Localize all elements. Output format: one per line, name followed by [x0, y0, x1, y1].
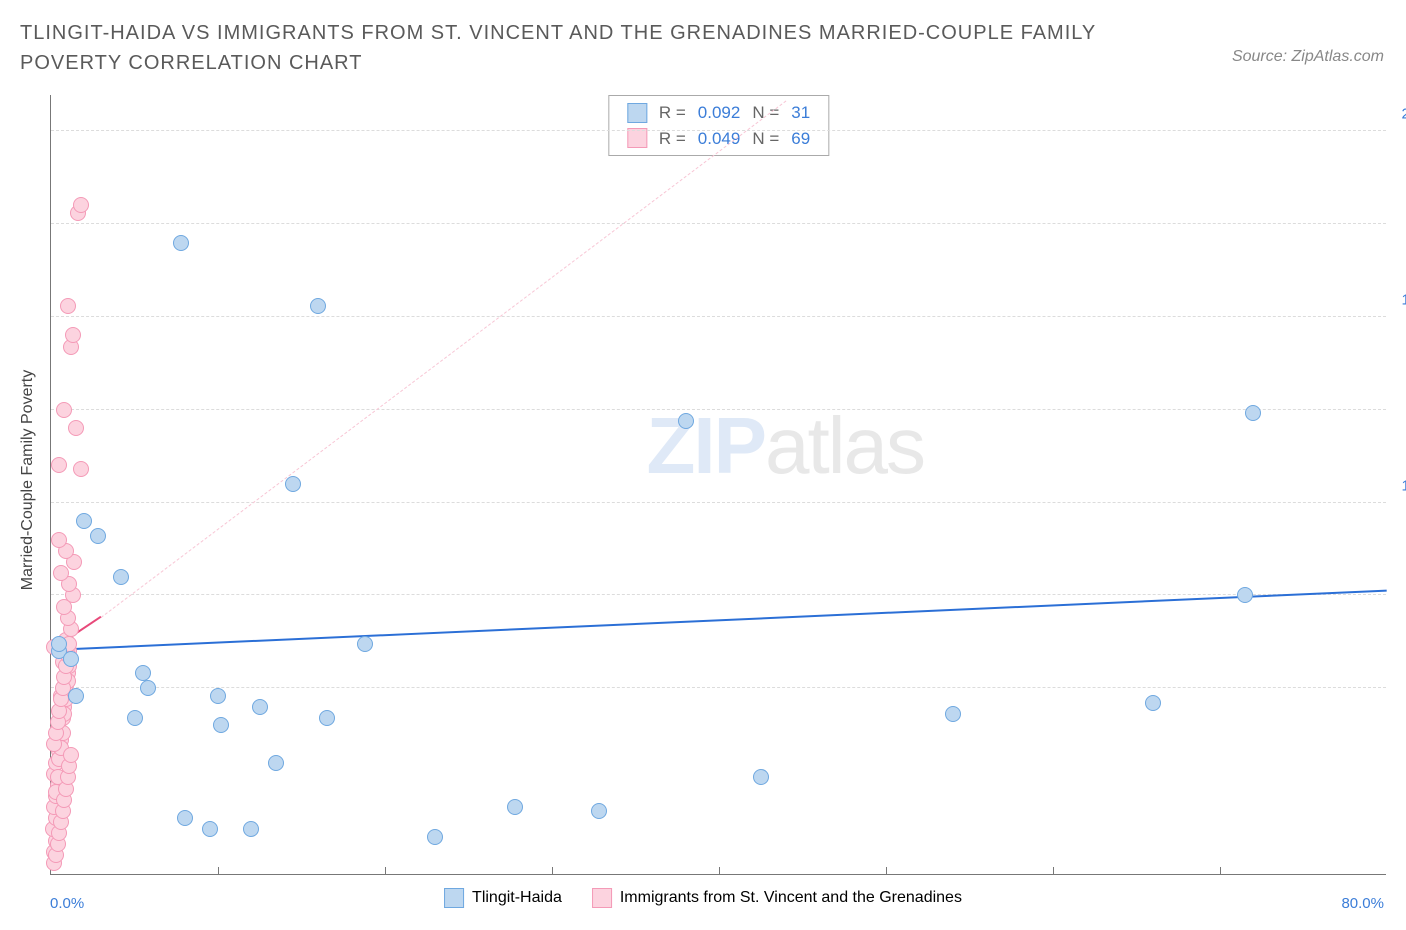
blue-point — [68, 688, 84, 704]
x-tick — [719, 867, 720, 875]
blue-point — [507, 799, 523, 815]
chart-title: TLINGIT-HAIDA VS IMMIGRANTS FROM ST. VIN… — [20, 18, 1100, 78]
pink-point — [73, 461, 89, 477]
blue-point — [113, 569, 129, 585]
plot-area: ZIPatlas R = 0.092 N = 31 R = 0.049 N = … — [50, 95, 1386, 875]
blue-point — [1237, 587, 1253, 603]
x-axis-max-label: 80.0% — [1341, 895, 1384, 912]
blue-point — [310, 298, 326, 314]
x-tick — [1053, 867, 1054, 875]
blue-point — [357, 636, 373, 652]
blue-point — [202, 821, 218, 837]
legend-swatch-pink — [592, 888, 612, 908]
pink-point — [56, 402, 72, 418]
trend-line — [51, 590, 1387, 651]
legend-label-pink: Immigrants from St. Vincent and the Gren… — [620, 889, 962, 907]
blue-point — [252, 699, 268, 715]
blue-point — [210, 688, 226, 704]
blue-point — [678, 413, 694, 429]
x-tick — [385, 867, 386, 875]
watermark-atlas: atlas — [765, 401, 924, 490]
gridline — [51, 687, 1386, 688]
swatch-pink — [627, 128, 647, 148]
y-tick-label: 5.0% — [1394, 663, 1406, 680]
legend-item-blue: Tlingit-Haida — [444, 888, 562, 908]
gridline — [51, 316, 1386, 317]
swatch-blue — [627, 103, 647, 123]
blue-point — [177, 810, 193, 826]
pink-point — [65, 327, 81, 343]
pink-point — [53, 565, 69, 581]
blue-point — [285, 476, 301, 492]
r-value-blue: 0.092 — [698, 100, 741, 126]
blue-point — [63, 651, 79, 667]
y-tick-label: 20.0% — [1394, 106, 1406, 123]
x-tick — [886, 867, 887, 875]
pink-point — [51, 532, 67, 548]
legend-item-pink: Immigrants from St. Vincent and the Gren… — [592, 888, 962, 908]
blue-point — [213, 717, 229, 733]
blue-point — [945, 706, 961, 722]
watermark-zip: ZIP — [647, 401, 765, 490]
blue-point — [243, 821, 259, 837]
legend-label-blue: Tlingit-Haida — [472, 889, 562, 907]
blue-point — [90, 528, 106, 544]
gridline — [51, 130, 1386, 131]
blue-point — [1245, 405, 1261, 421]
pink-point — [63, 747, 79, 763]
blue-point — [268, 755, 284, 771]
blue-point — [76, 513, 92, 529]
r-label: R = — [659, 100, 686, 126]
blue-point — [173, 235, 189, 251]
y-tick-label: 15.0% — [1394, 291, 1406, 308]
pink-point — [51, 457, 67, 473]
y-tick-label: 10.0% — [1394, 477, 1406, 494]
legend-swatch-blue — [444, 888, 464, 908]
blue-point — [591, 803, 607, 819]
pink-point — [60, 298, 76, 314]
source-attribution: Source: ZipAtlas.com — [1232, 48, 1384, 66]
blue-point — [753, 769, 769, 785]
gridline — [51, 409, 1386, 410]
pink-point — [73, 197, 89, 213]
gridline — [51, 594, 1386, 595]
blue-point — [127, 710, 143, 726]
legend: Tlingit-Haida Immigrants from St. Vincen… — [444, 888, 962, 908]
x-axis-origin-label: 0.0% — [50, 895, 84, 912]
x-tick — [1220, 867, 1221, 875]
pink-point — [68, 420, 84, 436]
blue-point — [140, 680, 156, 696]
gridline — [51, 223, 1386, 224]
blue-point — [319, 710, 335, 726]
x-tick — [552, 867, 553, 875]
x-tick — [218, 867, 219, 875]
stats-box: R = 0.092 N = 31 R = 0.049 N = 69 — [608, 95, 829, 156]
y-axis-label: Married-Couple Family Poverty — [19, 370, 37, 591]
n-value-blue: 31 — [791, 100, 810, 126]
blue-point — [51, 636, 67, 652]
blue-point — [135, 665, 151, 681]
trend-line — [101, 101, 786, 618]
blue-point — [1145, 695, 1161, 711]
blue-point — [427, 829, 443, 845]
